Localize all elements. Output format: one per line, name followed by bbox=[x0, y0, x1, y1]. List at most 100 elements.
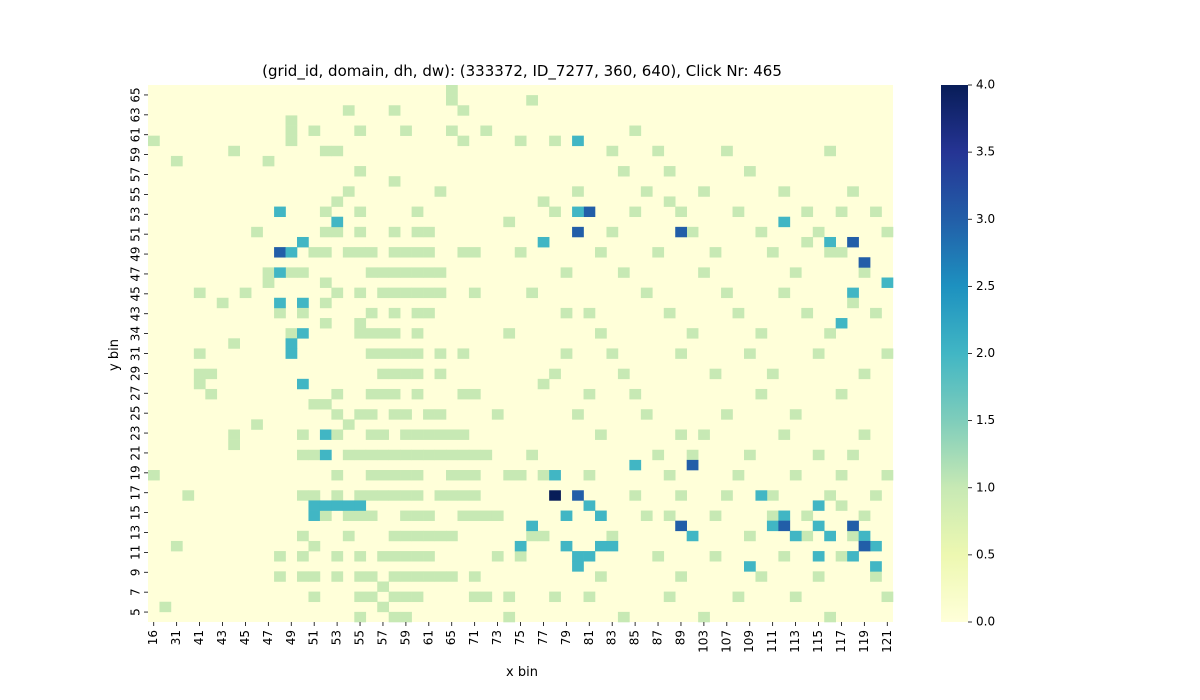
heatmap-cell bbox=[663, 591, 676, 603]
colorbar bbox=[941, 85, 968, 622]
heatmap-cell bbox=[457, 449, 470, 461]
x-tick-label: 57 bbox=[375, 630, 389, 645]
heatmap-cell bbox=[732, 307, 745, 319]
heatmap-cell bbox=[847, 449, 859, 461]
heatmap-cell bbox=[331, 500, 344, 511]
heatmap-cell bbox=[377, 267, 389, 278]
heatmap-cell bbox=[331, 490, 344, 501]
heatmap-cell bbox=[308, 510, 321, 521]
heatmap-cell bbox=[319, 145, 332, 157]
heatmap-cell bbox=[285, 267, 298, 278]
heatmap-cell bbox=[858, 257, 871, 268]
heatmap-cell bbox=[423, 226, 435, 238]
heatmap-cell bbox=[835, 206, 848, 218]
heatmap-cell bbox=[652, 551, 665, 562]
heatmap-cell bbox=[342, 186, 355, 197]
heatmap-cell bbox=[400, 267, 412, 278]
heatmap-cell bbox=[354, 226, 367, 238]
x-tick-label: 121 bbox=[880, 630, 894, 653]
heatmap-cell bbox=[285, 125, 298, 136]
heatmap-cell bbox=[652, 145, 665, 157]
heatmap-cell bbox=[446, 530, 458, 542]
heatmap-cell bbox=[881, 470, 894, 481]
y-tick-label: 19 bbox=[129, 465, 143, 480]
heatmap-cell bbox=[560, 348, 573, 359]
heatmap-cell bbox=[480, 510, 493, 521]
heatmap-cell bbox=[400, 125, 412, 136]
x-tick-label: 75 bbox=[513, 630, 527, 645]
heatmap-cell bbox=[411, 571, 424, 582]
heatmap-cell bbox=[572, 186, 584, 197]
heatmap-cell bbox=[297, 378, 309, 390]
heatmap-cell bbox=[446, 449, 458, 461]
heatmap-cell bbox=[400, 348, 412, 359]
heatmap-cell bbox=[251, 419, 263, 430]
heatmap-cell bbox=[308, 591, 321, 603]
heatmap-cell bbox=[411, 429, 424, 440]
heatmap-cell bbox=[388, 388, 401, 400]
heatmap-cell bbox=[583, 470, 596, 481]
heatmap-cell bbox=[411, 307, 424, 319]
heatmap-cell bbox=[342, 530, 355, 542]
heatmap-cell bbox=[514, 540, 527, 552]
heatmap-cell bbox=[617, 166, 630, 177]
heatmap-cell bbox=[319, 206, 332, 218]
heatmap-cell bbox=[572, 409, 584, 420]
heatmap-cell bbox=[388, 551, 401, 562]
y-tick-label: 55 bbox=[129, 187, 143, 202]
heatmap-cell bbox=[457, 510, 470, 521]
heatmap-cell bbox=[778, 551, 791, 562]
heatmap-cell bbox=[388, 490, 401, 501]
heatmap-cell bbox=[365, 348, 378, 359]
heatmap-cell bbox=[686, 530, 699, 542]
heatmap-cell bbox=[388, 368, 401, 380]
heatmap-cell bbox=[766, 247, 779, 258]
y-tick-label: 5 bbox=[129, 608, 143, 616]
heatmap-cell bbox=[365, 409, 378, 420]
heatmap-cell bbox=[411, 247, 424, 258]
heatmap-cell bbox=[663, 510, 676, 521]
heatmap-cell bbox=[423, 530, 435, 542]
x-tick-label: 53 bbox=[330, 630, 344, 645]
heatmap-cell bbox=[274, 571, 286, 582]
heatmap-cell bbox=[537, 196, 550, 207]
heatmap-cell bbox=[170, 155, 183, 167]
heatmap-cell bbox=[331, 287, 344, 299]
y-tick-label: 49 bbox=[129, 246, 143, 261]
heatmap-cell bbox=[319, 449, 332, 461]
heatmap-cell bbox=[331, 216, 344, 228]
chart-title: (grid_id, domain, dh, dw): (333372, ID_7… bbox=[262, 62, 782, 81]
colorbar-tick-label: 2.5 bbox=[976, 279, 995, 293]
y-tick-label: 57 bbox=[129, 167, 143, 182]
x-tick-label: 47 bbox=[261, 630, 275, 645]
heatmap-cell bbox=[744, 530, 756, 542]
heatmap-cell bbox=[388, 267, 401, 278]
colorbar-tick-label: 0.0 bbox=[976, 615, 995, 629]
heatmap-cell bbox=[812, 226, 825, 238]
heatmap-cell bbox=[193, 378, 206, 390]
y-tick-label: 29 bbox=[129, 366, 143, 381]
heatmap-cell bbox=[595, 571, 607, 582]
x-tick-label: 103 bbox=[696, 630, 710, 653]
heatmap-cell bbox=[331, 551, 344, 562]
heatmap-cell bbox=[434, 409, 447, 420]
heatmap-cell bbox=[159, 601, 172, 613]
heatmap-cell bbox=[228, 429, 240, 440]
heatmap-cell bbox=[675, 206, 687, 218]
heatmap-cell bbox=[480, 125, 493, 136]
heatmap-cell bbox=[365, 328, 378, 339]
heatmap-cell bbox=[824, 145, 836, 157]
heatmap-cell bbox=[446, 490, 458, 501]
y-tick-label: 21 bbox=[129, 445, 143, 460]
heatmap-cell bbox=[640, 186, 653, 197]
heatmap-cell bbox=[331, 388, 344, 400]
colorbar-tick-label: 1.0 bbox=[976, 480, 995, 494]
heatmap-cell bbox=[778, 216, 791, 228]
heatmap-cell bbox=[319, 399, 332, 410]
heatmap-cell bbox=[537, 378, 550, 390]
x-tick-label: 65 bbox=[444, 630, 458, 645]
x-tick-label: 43 bbox=[215, 630, 229, 645]
heatmap-cell bbox=[400, 510, 412, 521]
heatmap-cell bbox=[342, 510, 355, 521]
x-tick-label: 107 bbox=[719, 630, 733, 653]
